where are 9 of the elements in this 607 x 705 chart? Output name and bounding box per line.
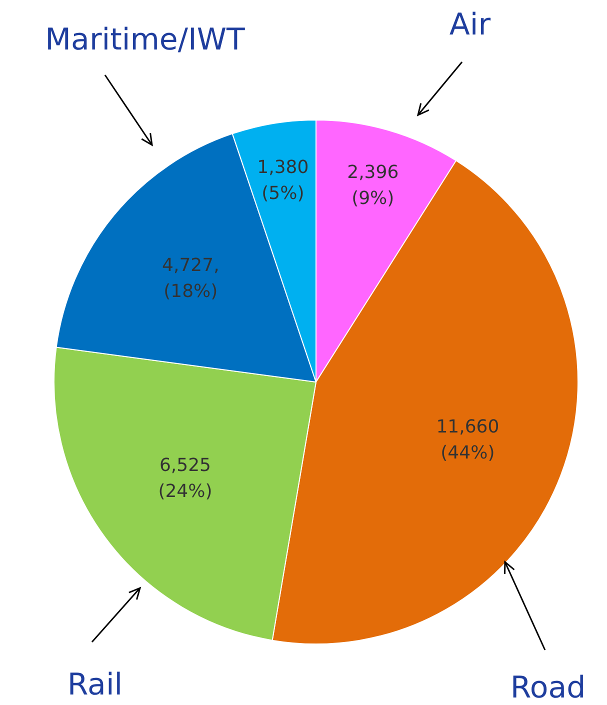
data-label: 2,396 (9%)	[347, 162, 399, 210]
slice-label: Air	[449, 8, 492, 42]
slice-label: Rail	[67, 668, 123, 702]
slice-label: Maritime/IWT	[45, 22, 246, 58]
data-label: 6,525 (24%)	[158, 454, 212, 502]
data-label: 4,727, (18%)	[162, 255, 220, 302]
data-label: 11,660 (44%)	[436, 416, 500, 464]
slice-label: Road	[510, 670, 586, 705]
data-label: 1,380 (5%)	[257, 156, 309, 204]
